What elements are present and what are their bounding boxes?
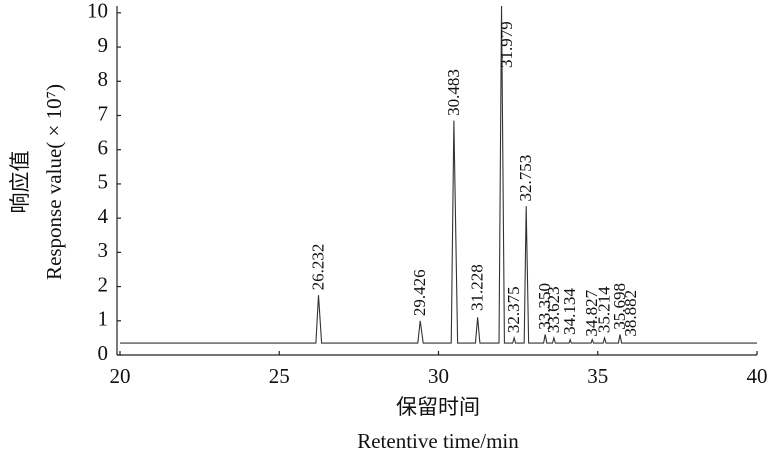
x-axis-label: Retentive time/min <box>357 429 519 453</box>
peak-label: 30.483 <box>444 69 463 116</box>
y-tick-label: 8 <box>98 67 109 91</box>
y-tick-label: 4 <box>98 204 109 228</box>
peak-label: 26.232 <box>308 244 327 291</box>
x-tick-label: 40 <box>747 364 768 388</box>
y-tick-label: 7 <box>98 101 109 125</box>
y-tick-label: 5 <box>98 170 109 194</box>
peak-label: 35.214 <box>594 286 613 333</box>
peak-label: 34.827 <box>582 289 601 336</box>
y-tick-label: 2 <box>98 272 109 296</box>
y-tick-label: 10 <box>87 0 108 23</box>
peak-label: 38.882 <box>621 290 640 337</box>
x-axis-label: 保留时间 <box>396 395 480 419</box>
peak-label: 31.979 <box>497 21 516 68</box>
y-axis-label: 响应值 <box>8 151 32 214</box>
y-tick-label: 9 <box>98 33 109 57</box>
y-tick-label: 3 <box>98 238 109 262</box>
x-tick-label: 20 <box>110 364 131 388</box>
peak-label: 34.134 <box>560 288 579 335</box>
peak-label: 33.350 <box>535 283 554 330</box>
peak-label: 33.623 <box>544 286 563 333</box>
y-tick-label: 1 <box>98 307 109 331</box>
y-axis-label: Response value( × 10⁷) <box>42 84 66 280</box>
x-tick-label: 25 <box>269 364 290 388</box>
peak-label: 32.753 <box>516 155 535 202</box>
x-tick-label: 30 <box>428 364 449 388</box>
peak-label: 29.426 <box>410 269 429 316</box>
signal-line <box>120 5 757 344</box>
peak-label: 35.698 <box>610 283 629 330</box>
y-tick-label: 0 <box>98 341 109 365</box>
y-tick-label: 6 <box>98 136 109 160</box>
peak-label: 31.228 <box>468 264 487 311</box>
peak-label: 32.375 <box>504 286 523 333</box>
x-tick-label: 35 <box>587 364 608 388</box>
